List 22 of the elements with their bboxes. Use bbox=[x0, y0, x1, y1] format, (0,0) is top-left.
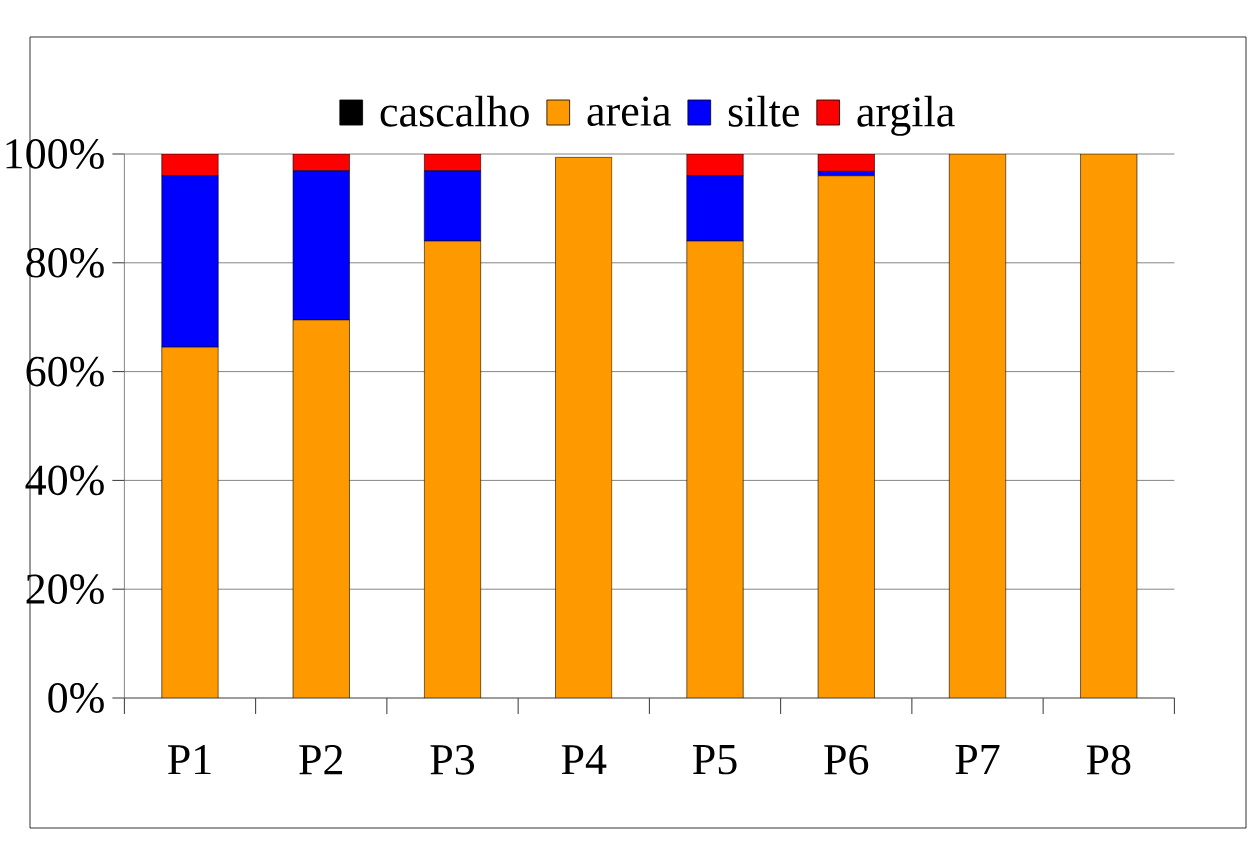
x-tick-label: P1 bbox=[168, 745, 211, 775]
y-tick-label: 0% bbox=[48, 683, 104, 713]
x-tick-label: P3 bbox=[430, 745, 475, 775]
y-tick-label: 60% bbox=[26, 356, 104, 387]
bar bbox=[1080, 154, 1138, 698]
x-tick-label: P5 bbox=[693, 745, 737, 775]
y-tick-label: 20% bbox=[26, 574, 104, 605]
bar bbox=[817, 154, 875, 172]
x-tick-label: P2 bbox=[299, 745, 343, 775]
x-tick-label: P8 bbox=[1086, 745, 1131, 775]
y-tick-label: 40% bbox=[25, 465, 104, 496]
bar bbox=[555, 156, 613, 698]
legend-label: silte bbox=[728, 95, 799, 127]
x-tick-label: P7 bbox=[955, 745, 1000, 774]
y-tick-label: 100% bbox=[6, 139, 104, 169]
y-tick-label: 80% bbox=[26, 247, 104, 278]
legend-label: cascalho bbox=[380, 95, 529, 127]
x-tick-label: P4 bbox=[561, 745, 607, 775]
legend-label: argila bbox=[857, 95, 955, 136]
x-tick-label: P6 bbox=[824, 745, 869, 775]
legend-label: areia bbox=[587, 96, 671, 127]
bar bbox=[817, 175, 875, 698]
